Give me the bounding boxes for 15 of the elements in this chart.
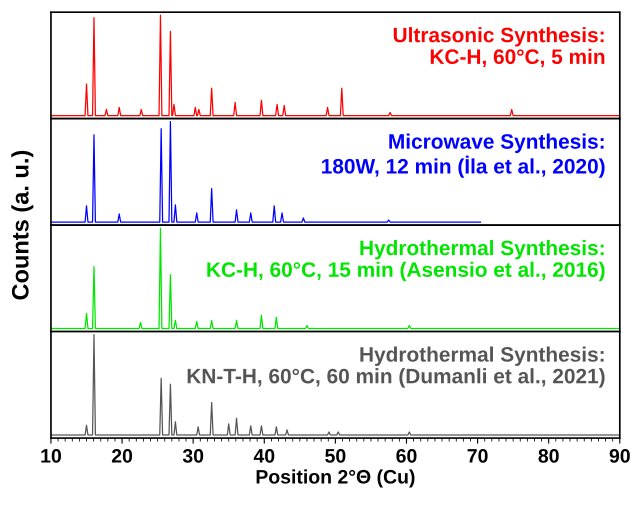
text: Microwave Synthesis: 180W, 12 min (İla et al., 2020) xyxy=(322,134,605,178)
x-tick-label: 10 xyxy=(41,448,61,463)
x-tick-label: 30 xyxy=(182,448,204,463)
series-label: Hydrothermal Synthesis: KN-T-H, 60°C, 60 min (Dumanli et al., 2021) xyxy=(188,346,605,388)
y-axis-title: Counts (a. u.) xyxy=(11,150,34,300)
x-tick-label: 40 xyxy=(254,448,274,463)
x-tick-label: 70 xyxy=(468,448,488,463)
text: Ultrasonic Synthesis: KC-H, 60°C, 5 min xyxy=(394,27,604,68)
x-tick-label: 80 xyxy=(538,448,559,463)
series-label: Hydrothermal Synthesis: KC-H, 60°C, 15 min (Asensio et al., 2016) xyxy=(207,240,605,282)
x-tick-label: 90 xyxy=(610,448,630,463)
x-tick-label: 50 xyxy=(325,448,346,463)
x-tick-label: 20 xyxy=(112,448,132,463)
x-tick-label: 60 xyxy=(396,448,417,463)
x-axis-title: Position 2°Θ (Cu) xyxy=(256,469,414,488)
